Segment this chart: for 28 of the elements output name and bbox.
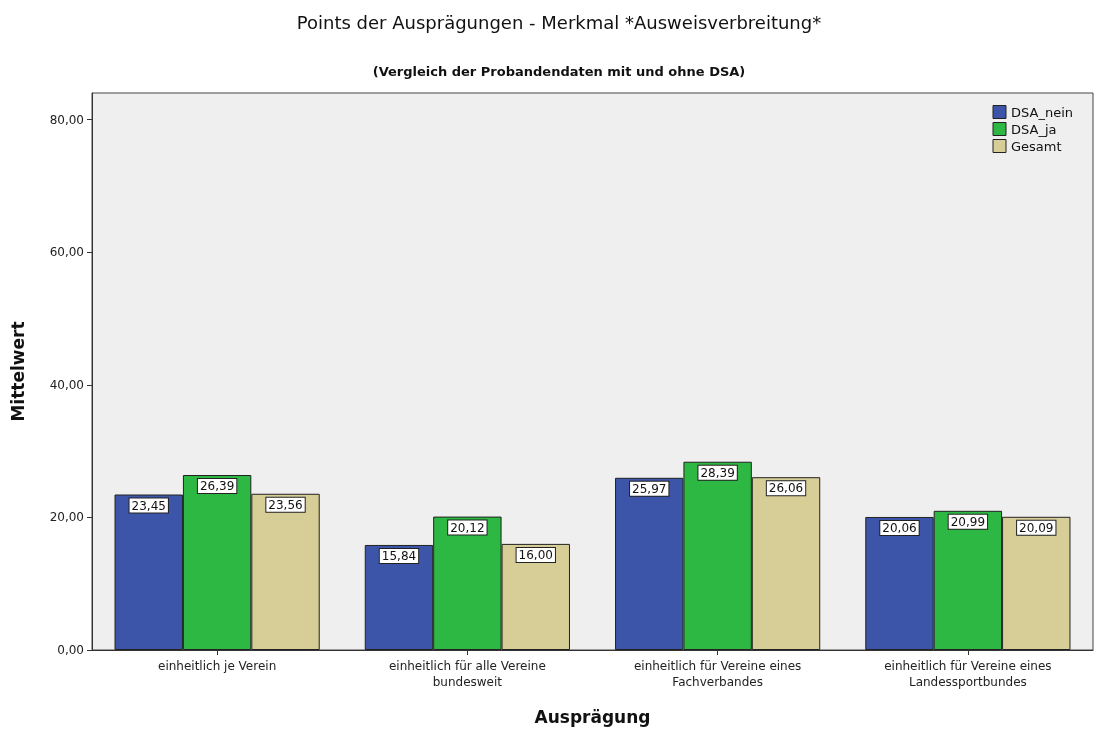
data-label: 28,39 <box>700 465 735 480</box>
data-label: 23,56 <box>268 497 303 512</box>
y-tick-label: 80,00 <box>49 112 84 127</box>
data-label: 20,09 <box>1019 520 1054 535</box>
data-label: 15,84 <box>381 548 417 563</box>
legend-label: DSA_ja <box>1011 121 1057 137</box>
data-label: 20,12 <box>450 520 485 535</box>
x-axis-title: Ausprägung <box>534 706 651 727</box>
chart-title: Points der Ausprägungen - Merkmal *Ausweisverbreitung* <box>296 11 822 33</box>
data-label: 25,97 <box>632 481 667 496</box>
x-tick-label: einheitlich je Verein <box>158 659 277 673</box>
chart-subtitle: (Vergleich der Probandendaten mit und ohne DSA) <box>372 64 746 79</box>
y-tick-label: 40,00 <box>49 377 84 392</box>
data-label: 20,99 <box>950 514 986 529</box>
y-tick-label: 60,00 <box>49 245 84 260</box>
x-tick-label: einheitlich für alle Vereine bundesweit <box>388 659 546 689</box>
data-label: 26,39 <box>199 479 235 494</box>
data-label: 16,00 <box>518 547 553 562</box>
y-tick-label: 20,00 <box>49 510 84 525</box>
data-label: 23,45 <box>131 498 166 513</box>
x-tick-label: einheitlich für Vereine eines Landessportbundes <box>884 659 1052 689</box>
x-tick-label: einheitlich für Vereine eines Fachverbandes <box>633 659 802 689</box>
legend-label: Gesamt <box>1011 138 1062 154</box>
legend-label: DSA_nein <box>1011 104 1074 120</box>
y-tick-label: 0,00 <box>57 643 84 657</box>
data-label: 26,06 <box>768 481 804 496</box>
y-axis-title: Mittelwert <box>7 321 28 422</box>
data-label: 20,06 <box>882 520 917 535</box>
